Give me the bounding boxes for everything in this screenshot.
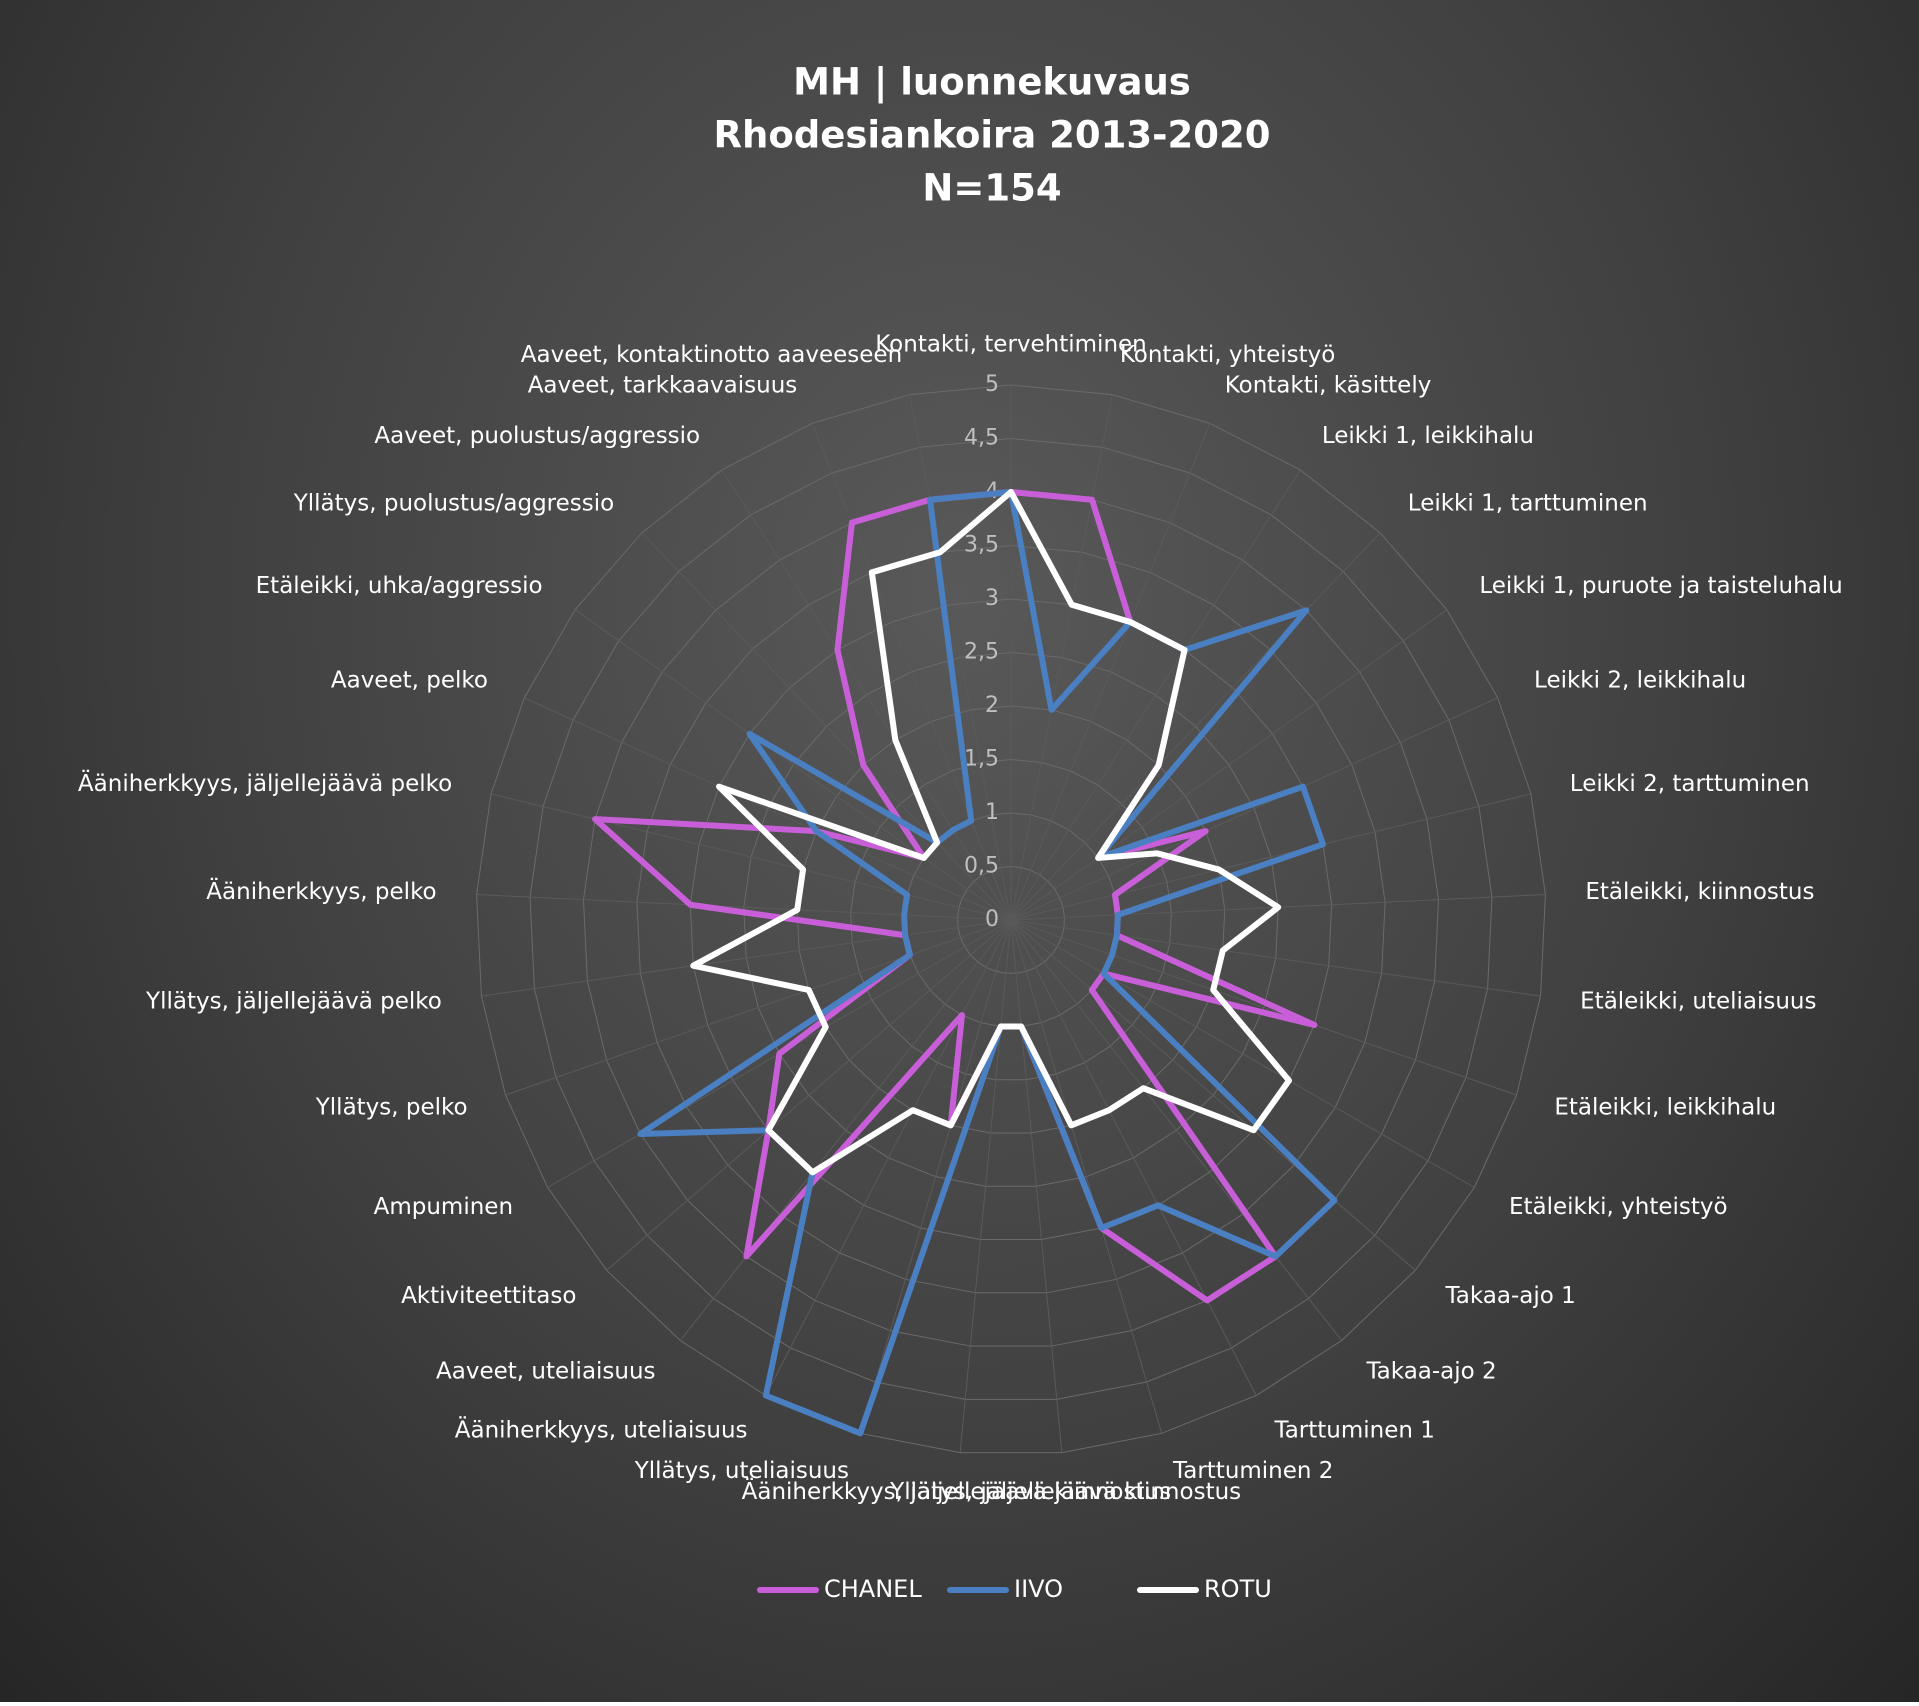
category-label: Kontakti, tervehtiminen: [875, 332, 1147, 358]
category-label: Etäleikki, kiinnostus: [1585, 879, 1814, 905]
category-label: Aaveet, uteliaisuus: [436, 1358, 656, 1384]
category-label: Ääniherkkyys, pelko: [206, 877, 436, 905]
category-label: Kontakti, käsittely: [1225, 373, 1432, 399]
spoke: [1010, 919, 1475, 1188]
spoke: [1010, 919, 1343, 1341]
spoke: [1010, 697, 1498, 921]
category-label: Yllätys, uteliaisuus: [634, 1458, 849, 1484]
chart-title: N=154: [922, 167, 1061, 210]
series-line: [690, 489, 1292, 1176]
legend-label: CHANEL: [824, 1575, 922, 1603]
category-label: Ääniherkkyys, uteliaisuus: [455, 1416, 748, 1444]
tick-label: 2,5: [964, 640, 999, 665]
spoke: [641, 532, 1012, 921]
series-line: [637, 489, 1338, 1437]
category-label: Aaveet, tarkkaavaisuus: [528, 373, 798, 399]
spoke: [1010, 609, 1448, 921]
spoke: [1010, 919, 1063, 1453]
tick-label: 4,5: [964, 426, 999, 451]
category-label: Aaveet, kontaktinotto aaveeseen: [521, 342, 902, 368]
category-label: Etäleikki, uhka/aggressio: [256, 573, 543, 599]
spoke: [490, 793, 1012, 921]
spoke: [505, 919, 1012, 1096]
spoke: [1010, 394, 1113, 921]
category-label: Tarttuminen 2: [1172, 1458, 1333, 1484]
category-label: Leikki 1, puruote ja taisteluhalu: [1479, 573, 1842, 599]
spoke: [679, 919, 1012, 1341]
grid-ring: [582, 491, 1440, 1347]
spoke: [1010, 919, 1416, 1271]
category-label: Yllätys, jäljellejäävä pelko: [145, 988, 442, 1014]
tick-label: 1,5: [964, 747, 999, 772]
category-label: Ampuminen: [374, 1194, 513, 1220]
spoke: [574, 609, 1012, 921]
spoke: [1010, 919, 1517, 1096]
category-label: Leikki 1, leikkihalu: [1322, 423, 1534, 449]
tick-label: 5: [985, 372, 999, 397]
category-label: Leikki 2, leikkihalu: [1534, 668, 1746, 694]
category-label: Etäleikki, uteliaisuus: [1580, 988, 1816, 1014]
tick-label: 3,5: [964, 533, 999, 558]
tick-label: 0,5: [964, 854, 999, 879]
category-label: Yllätys, pelko: [315, 1095, 468, 1121]
spoke: [1010, 469, 1301, 921]
spoke: [721, 469, 1012, 921]
grid-ring: [529, 437, 1493, 1400]
spoke: [1010, 793, 1532, 921]
spoke: [476, 894, 1012, 921]
chart-title: MH | luonnekuvaus: [793, 61, 1191, 104]
tick-label: 0: [985, 907, 999, 932]
spoke: [481, 919, 1012, 997]
category-label: Etäleikki, yhteistyö: [1509, 1194, 1728, 1220]
spoke: [1010, 919, 1163, 1434]
category-label: Aktiviteettitaso: [401, 1283, 576, 1309]
legend-label: IIVO: [1014, 1575, 1063, 1603]
series-line: [592, 489, 1318, 1304]
category-label: Kontakti, yhteistyö: [1120, 342, 1335, 368]
category-label: Yllätys, jäljellejäävä kiinnostus: [889, 1479, 1241, 1505]
grid-ring: [476, 384, 1546, 1454]
category-label: Aaveet, pelko: [331, 668, 488, 694]
category-label: Ääniherkkyys, jäljellejäävä pelko: [78, 769, 452, 797]
category-label: Tarttuminen 1: [1273, 1418, 1434, 1444]
grid-ring: [689, 598, 1333, 1241]
legend-label: ROTU: [1204, 1575, 1272, 1603]
category-label: Takaa-ajo 1: [1445, 1283, 1576, 1309]
tick-label: 1: [985, 800, 999, 825]
spoke: [1010, 919, 1257, 1396]
spoke: [1010, 919, 1541, 997]
chart-title: Rhodesiankoira 2013-2020: [714, 114, 1271, 157]
grid-ring: [743, 651, 1279, 1187]
spoke: [1010, 532, 1381, 921]
spoke: [909, 394, 1012, 921]
spoke: [811, 423, 1012, 921]
tick-label: 3: [985, 586, 999, 611]
grid-ring: [796, 705, 1226, 1134]
spoke: [1010, 423, 1211, 921]
grid-ring: [957, 865, 1065, 974]
spoke: [859, 919, 1012, 1434]
category-label: Leikki 2, tarttuminen: [1570, 771, 1810, 797]
category-label: Aaveet, puolustus/aggressio: [374, 423, 700, 449]
category-label: Ääniherkkyys, jäljellejäävä kiinnostus: [742, 1477, 1171, 1505]
spoke: [606, 919, 1012, 1271]
category-label: Leikki 1, tarttuminen: [1408, 490, 1648, 516]
category-label: Yllätys, puolustus/aggressio: [293, 490, 615, 516]
spoke: [524, 697, 1012, 921]
tick-label: 2: [985, 693, 999, 718]
category-label: Takaa-ajo 2: [1365, 1358, 1496, 1384]
spoke: [765, 919, 1012, 1396]
category-label: Etäleikki, leikkihalu: [1554, 1095, 1776, 1121]
grid-ring: [636, 544, 1386, 1294]
spoke: [959, 919, 1012, 1453]
